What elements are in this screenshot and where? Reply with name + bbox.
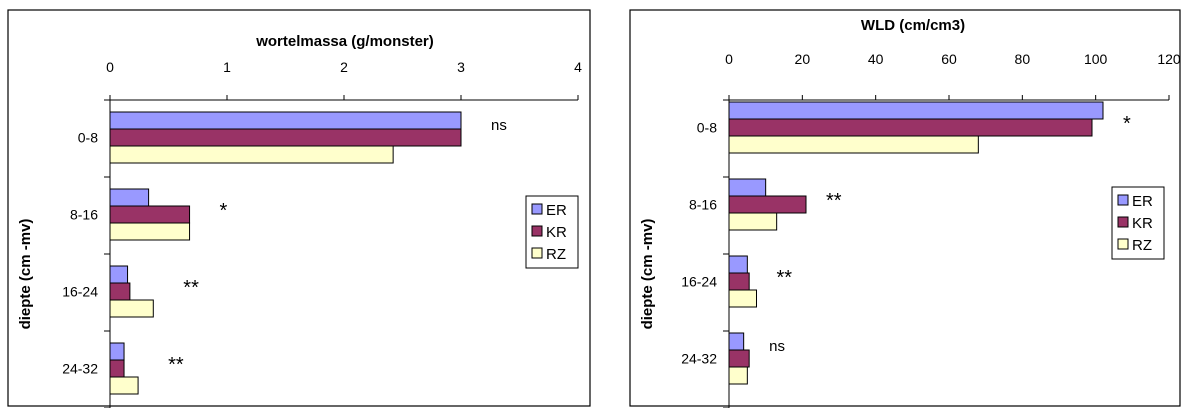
x-tick-label: 20 — [795, 51, 811, 67]
legend-swatch-rz — [531, 247, 543, 259]
x-tick-label: 100 — [1084, 51, 1108, 67]
category-label: 24-32 — [681, 351, 717, 367]
significance-label: ** — [168, 354, 184, 376]
bar-kr — [728, 272, 750, 291]
significance-label: ** — [777, 267, 793, 289]
category-label: 16-24 — [681, 274, 717, 290]
category-label: 24-32 — [62, 361, 98, 377]
category-label: 0-8 — [697, 120, 717, 136]
bar-kr — [728, 195, 807, 214]
significance-label: ** — [183, 277, 199, 299]
chart-title: wortelmassa (g/monster) — [255, 33, 434, 50]
legend-label: ER — [546, 202, 567, 219]
bar-er — [109, 265, 129, 284]
significance-label: ns — [491, 117, 507, 134]
bar-kr — [109, 205, 191, 224]
legend-swatch-kr — [531, 225, 543, 237]
bar-rz — [109, 299, 154, 318]
bar-kr — [109, 282, 131, 301]
legend-label: RZ — [546, 246, 566, 263]
legend-swatch-er — [531, 203, 543, 215]
bar-rz — [728, 135, 979, 154]
root-length-density-chart: WLD (cm/cm3) 0 20 40 60 80 100 120 diepte (cm -m… — [629, 9, 1181, 408]
bar-er — [109, 342, 125, 361]
bar-er — [109, 111, 462, 130]
chart-frame — [7, 9, 591, 407]
category-label: 8-16 — [689, 197, 717, 213]
bar-er — [728, 255, 748, 274]
bar-rz — [728, 212, 778, 231]
x-tick-label: 120 — [1157, 51, 1181, 67]
bar-er — [728, 178, 767, 197]
category-label: 8-16 — [70, 207, 98, 223]
bar-rz — [109, 145, 394, 164]
chart-title: WLD (cm/cm3) — [861, 17, 965, 34]
bar-er — [728, 101, 1104, 120]
chart-frame — [629, 9, 1181, 407]
x-tick-label: 0 — [106, 59, 114, 75]
x-tick-label: 3 — [457, 59, 465, 75]
y-axis-title: diepte (cm -mv) — [17, 219, 34, 330]
root-mass-chart-panel: wortelmassa (g/monster) 0 1 2 3 4 diepte (cm -… — [7, 9, 591, 408]
legend-label: ER — [1132, 193, 1153, 210]
bar-er — [728, 332, 745, 351]
significance-label: * — [220, 200, 228, 222]
significance-label: * — [1123, 113, 1131, 135]
x-tick-label: 60 — [941, 51, 957, 67]
bar-er — [109, 188, 150, 207]
bar-rz — [109, 222, 191, 241]
legend-label: KR — [546, 224, 567, 241]
bar-rz — [109, 376, 139, 395]
x-tick-label: 1 — [223, 59, 231, 75]
bar-kr — [109, 359, 125, 378]
root-length-density-chart-panel: WLD (cm/cm3) 0 20 40 60 80 100 120 diepte (cm -m… — [628, 0, 1186, 408]
bar-rz — [728, 366, 748, 385]
bar-kr — [728, 118, 1093, 137]
x-tick-label: 0 — [725, 51, 733, 67]
x-tick-label: 4 — [574, 59, 582, 75]
legend-label: RZ — [1132, 237, 1152, 254]
category-label: 0-8 — [78, 130, 98, 146]
category-label: 16-24 — [62, 284, 98, 300]
bar-rz — [728, 289, 757, 308]
legend-label: KR — [1132, 215, 1153, 232]
legend-swatch-kr — [1117, 216, 1129, 228]
legend-swatch-rz — [1117, 238, 1129, 250]
root-mass-chart: wortelmassa (g/monster) 0 1 2 3 4 diepte (cm -… — [7, 9, 591, 408]
x-tick-label: 40 — [868, 51, 884, 67]
significance-label: ns — [769, 338, 785, 355]
significance-label: ** — [826, 190, 842, 212]
y-axis-title: diepte (cm -mv) — [639, 219, 656, 330]
x-tick-label: 80 — [1015, 51, 1031, 67]
legend-swatch-er — [1117, 194, 1129, 206]
bar-kr — [109, 128, 462, 147]
bar-kr — [728, 349, 750, 368]
x-tick-label: 2 — [340, 59, 348, 75]
